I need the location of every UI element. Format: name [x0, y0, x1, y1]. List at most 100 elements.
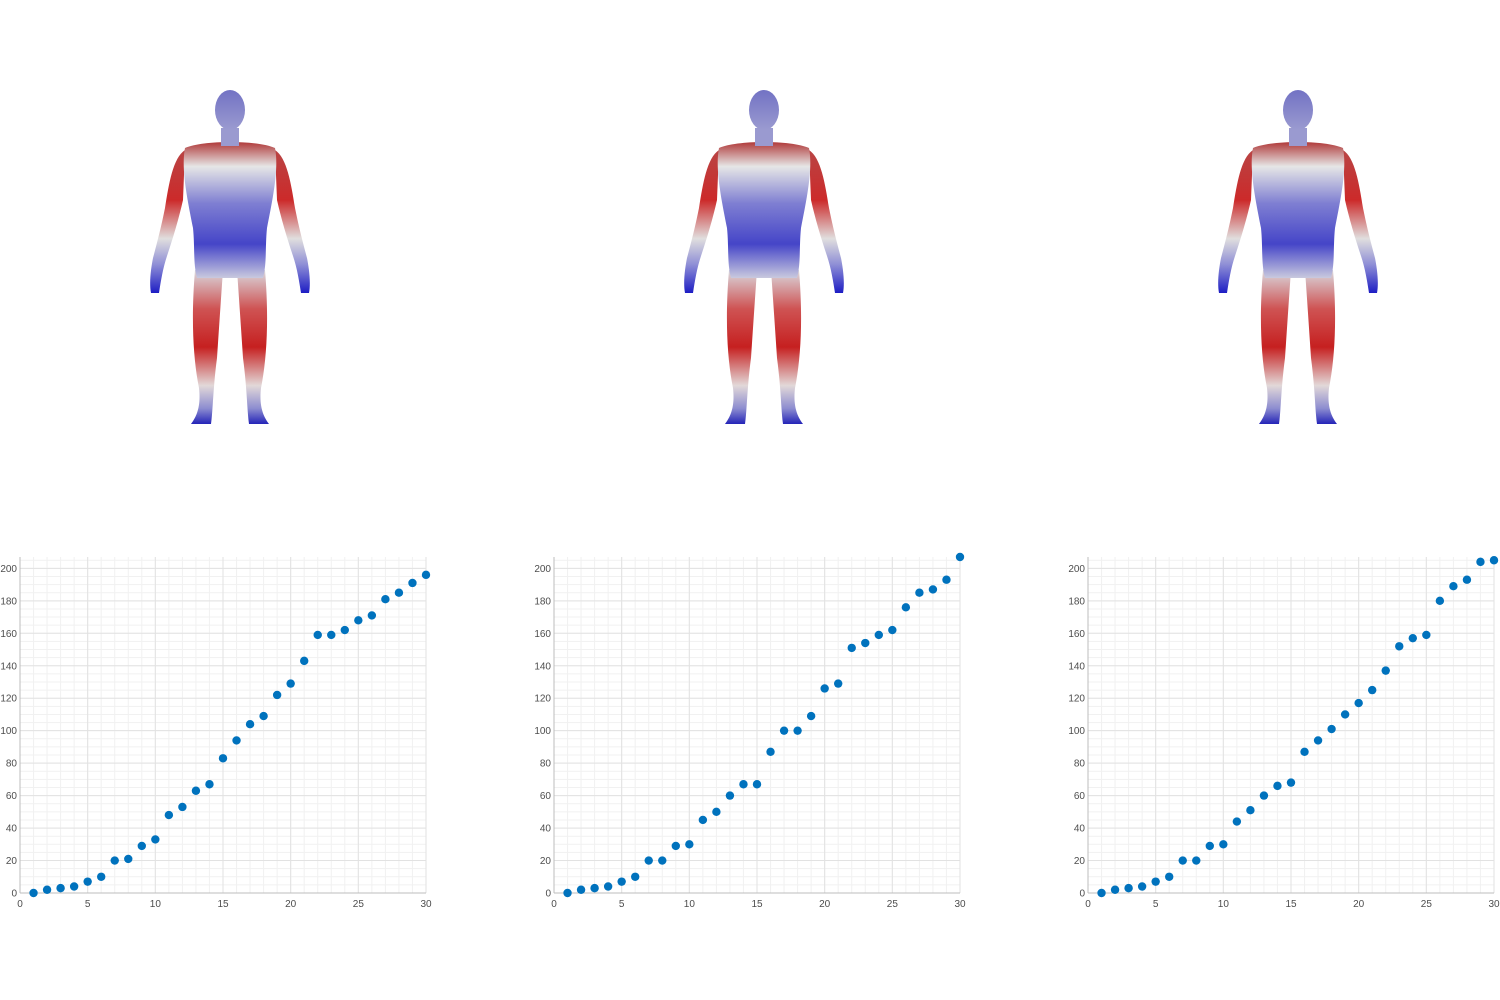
data-point: [137, 841, 146, 851]
x-tick-label: 10: [150, 899, 162, 910]
data-point: [644, 856, 653, 865]
data-point: [394, 588, 404, 597]
data-point: [381, 595, 390, 604]
y-tick-label: 140: [534, 661, 551, 672]
data-point: [1219, 840, 1228, 849]
y-tick-label: 80: [540, 759, 552, 770]
data-point: [1368, 685, 1377, 695]
data-point: [631, 872, 640, 881]
data-point: [259, 711, 268, 721]
data-point: [286, 679, 295, 688]
data-point: [1273, 781, 1282, 791]
y-tick-label: 40: [540, 824, 552, 835]
data-point: [1165, 872, 1174, 881]
y-tick-label: 60: [1074, 791, 1086, 802]
scatter-plot-2: 0 5 10 15 20 25 30 0 20 40 60 80 100 120 140 160 180 200: [534, 552, 966, 910]
x-tick-label: 5: [1153, 899, 1159, 910]
data-point: [888, 625, 897, 635]
data-point: [300, 656, 309, 666]
data-point: [205, 780, 214, 789]
x-tick-label: 25: [1421, 899, 1433, 910]
data-point: [915, 588, 924, 597]
data-point: [942, 575, 951, 584]
y-tick-label: 0: [545, 889, 551, 900]
x-tick-label: 5: [85, 899, 91, 910]
data-point: [42, 885, 52, 894]
y-tick-label: 140: [1068, 661, 1085, 672]
data-point: [928, 585, 938, 594]
y-tick-label: 60: [6, 791, 18, 802]
data-point: [739, 780, 748, 789]
data-point: [421, 570, 431, 580]
scatter-plot-1: 0 5 10 15 20 25 30 0 20 40 60 80 100 120 140 160 180 200: [0, 557, 432, 910]
data-point: [861, 638, 870, 648]
x-tick-label: 15: [751, 899, 763, 910]
data-point: [1097, 888, 1106, 898]
y-tick-label: 20: [1074, 856, 1086, 867]
y-tick-label: 60: [540, 791, 552, 802]
data-point: [69, 882, 79, 891]
data-point: [408, 578, 417, 588]
data-point: [712, 807, 721, 817]
x-tick-label: 5: [619, 899, 625, 910]
data-point: [124, 854, 133, 864]
data-point: [658, 856, 667, 865]
data-point: [671, 841, 680, 851]
data-point: [97, 872, 106, 881]
data-point: [1110, 885, 1120, 894]
data-point: [1259, 791, 1269, 800]
scatter-plot-3: 0 5 10 15 20 25 30 0 20 40 60 80 100 120 140 160 180 200: [1068, 556, 1500, 910]
data-point: [1340, 710, 1350, 719]
y-tick-label: 200: [534, 564, 551, 575]
body-render-2: [684, 90, 844, 424]
data-point: [834, 679, 843, 688]
y-tick-label: 120: [0, 694, 17, 705]
y-tick-label: 180: [1068, 596, 1085, 607]
data-point: [327, 630, 336, 640]
data-point: [1151, 877, 1160, 886]
x-tick-label: 25: [353, 899, 365, 910]
y-tick-label: 20: [6, 856, 18, 867]
data-point: [1286, 778, 1296, 787]
x-tick-label: 10: [1218, 899, 1230, 910]
x-tick-label: 30: [420, 899, 432, 910]
x-tick-label: 0: [17, 899, 23, 910]
data-point: [218, 754, 228, 763]
data-point: [245, 719, 255, 729]
x-tick-label: 30: [1488, 899, 1500, 910]
x-tick-label: 25: [887, 899, 899, 910]
data-point: [1178, 856, 1187, 865]
x-tick-label: 30: [954, 899, 966, 910]
y-tick-label: 180: [534, 596, 551, 607]
data-point: [1124, 883, 1133, 893]
y-tick-label: 40: [1074, 824, 1086, 835]
data-point: [1462, 575, 1472, 584]
data-point: [232, 736, 241, 745]
data-point: [1422, 630, 1431, 640]
data-point: [354, 616, 363, 625]
data-point: [1232, 817, 1242, 826]
data-point: [367, 611, 377, 620]
data-point: [1408, 633, 1417, 643]
x-tick-label: 20: [285, 899, 297, 910]
x-tick-label: 20: [1353, 899, 1365, 910]
data-point: [847, 643, 856, 653]
data-point: [617, 877, 626, 886]
y-tick-label: 140: [0, 661, 17, 672]
data-point: [1313, 736, 1323, 745]
x-tick-label: 0: [1085, 899, 1091, 910]
data-point: [272, 690, 282, 700]
data-point: [56, 883, 65, 893]
data-point: [685, 840, 694, 849]
y-tick-label: 200: [1068, 564, 1085, 575]
data-point: [1137, 882, 1147, 891]
data-point: [1381, 666, 1390, 675]
data-point: [1300, 747, 1309, 756]
y-tick-label: 100: [534, 726, 551, 737]
y-tick-label: 120: [1068, 694, 1085, 705]
y-tick-label: 80: [1074, 759, 1086, 770]
data-point: [590, 883, 599, 893]
x-tick-label: 15: [217, 899, 229, 910]
data-point: [766, 747, 775, 756]
data-point: [955, 552, 965, 562]
